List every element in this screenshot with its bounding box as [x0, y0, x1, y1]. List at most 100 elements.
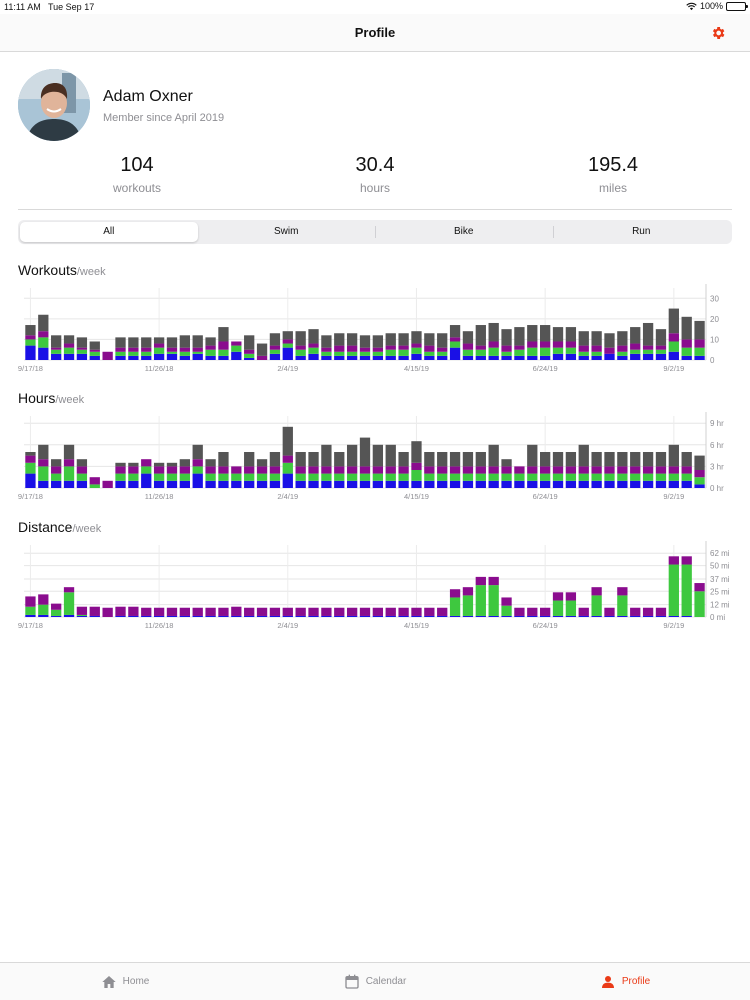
chart-title-text: Workouts	[18, 262, 77, 278]
tab-home[interactable]: Home	[0, 963, 250, 1000]
bar-other	[25, 325, 36, 336]
bar-swim	[63, 614, 75, 617]
bar-bike	[488, 585, 499, 616]
bar-bike	[630, 473, 641, 481]
bar-run	[681, 556, 692, 565]
bar-bike	[38, 466, 49, 481]
bar-swim	[166, 615, 178, 617]
x-tick-label: 6/24/19	[533, 621, 558, 630]
bar-swim	[424, 480, 435, 488]
bar-bike	[501, 605, 512, 616]
y-tick-label: 0 hr	[710, 484, 724, 493]
bar-swim	[346, 355, 358, 360]
bar-bike	[346, 473, 358, 481]
bar-run	[346, 466, 358, 474]
bar-run	[102, 607, 113, 617]
bar-swim	[514, 355, 525, 360]
bar-run	[51, 466, 62, 474]
bar-other	[359, 437, 371, 467]
segment-swim[interactable]: Swim	[274, 226, 299, 237]
bar-run	[179, 347, 190, 352]
bar-swim	[218, 615, 229, 617]
bar-other	[179, 459, 190, 467]
bar-bike	[437, 473, 448, 481]
bar-run	[449, 466, 461, 474]
bar-run	[514, 466, 525, 474]
bar-bike	[372, 351, 384, 356]
gear-icon[interactable]	[710, 25, 726, 41]
home-icon	[101, 975, 116, 988]
bar-swim	[192, 473, 203, 488]
bar-swim	[308, 480, 319, 488]
segment-run[interactable]: Run	[552, 222, 731, 242]
bar-run	[205, 345, 216, 350]
bar-run	[655, 466, 667, 474]
bar-swim	[552, 353, 564, 360]
bar-swim	[540, 480, 551, 488]
x-tick-label: 6/24/19	[533, 492, 558, 501]
bar-other	[89, 341, 100, 350]
distance-chart-title: Distance/week	[18, 519, 101, 535]
bar-bike	[76, 473, 88, 481]
bar-swim	[218, 355, 229, 360]
bar-run	[604, 607, 615, 616]
bar-swim	[617, 355, 628, 360]
bar-bike	[617, 595, 628, 616]
x-tick-label: 2/4/19	[277, 621, 298, 630]
bar-bike	[591, 473, 602, 481]
bar-other	[398, 452, 409, 467]
bar-bike	[514, 349, 525, 356]
bar-run	[552, 466, 564, 474]
bar-swim	[256, 480, 268, 488]
sport-filter-segmented-control: All Swim Bike Run	[18, 220, 732, 244]
bar-other	[205, 337, 216, 346]
bar-other	[334, 452, 345, 467]
bar-other	[128, 462, 139, 467]
y-tick-label: 62 mi	[710, 549, 730, 558]
tab-profile[interactable]: Profile	[500, 963, 750, 1000]
bar-swim	[668, 615, 679, 617]
bar-other	[655, 329, 667, 346]
bar-swim	[321, 615, 332, 617]
bar-swim	[128, 355, 139, 360]
bar-swim	[38, 480, 49, 488]
segment-all[interactable]: All	[20, 222, 198, 242]
bar-swim	[462, 615, 474, 617]
bar-run	[179, 466, 190, 474]
y-tick-label: 3 hr	[710, 462, 724, 471]
bar-run	[153, 466, 165, 474]
bar-run	[76, 347, 88, 350]
bar-bike	[334, 473, 345, 481]
bar-other	[604, 333, 615, 348]
bar-run	[153, 607, 165, 616]
bar-bike	[269, 349, 281, 354]
bar-other	[681, 452, 692, 467]
tab-calendar[interactable]: Calendar	[250, 963, 500, 1000]
profile-name: Adam Oxner	[103, 88, 193, 105]
y-tick-label: 10	[710, 335, 719, 344]
bar-run	[76, 606, 88, 615]
segment-bike[interactable]: Bike	[375, 222, 553, 242]
bar-run	[604, 347, 615, 354]
bar-run	[89, 606, 100, 616]
bar-bike	[668, 341, 679, 352]
bar-run	[334, 607, 345, 616]
bar-other	[269, 333, 281, 346]
bar-bike	[166, 351, 178, 354]
bar-run	[166, 466, 178, 474]
bar-swim	[153, 615, 165, 617]
bar-swim	[205, 355, 216, 360]
bar-bike	[115, 351, 126, 356]
bar-run	[398, 466, 409, 474]
bar-other	[244, 335, 255, 350]
bar-swim	[514, 615, 525, 617]
bar-run	[321, 607, 332, 616]
bar-swim	[179, 615, 190, 617]
bar-swim	[76, 615, 88, 617]
bar-swim	[668, 351, 679, 360]
bar-run	[38, 331, 49, 338]
bar-swim	[552, 480, 564, 488]
bar-other	[51, 459, 62, 467]
bar-run	[141, 607, 152, 616]
bar-swim	[359, 615, 371, 617]
